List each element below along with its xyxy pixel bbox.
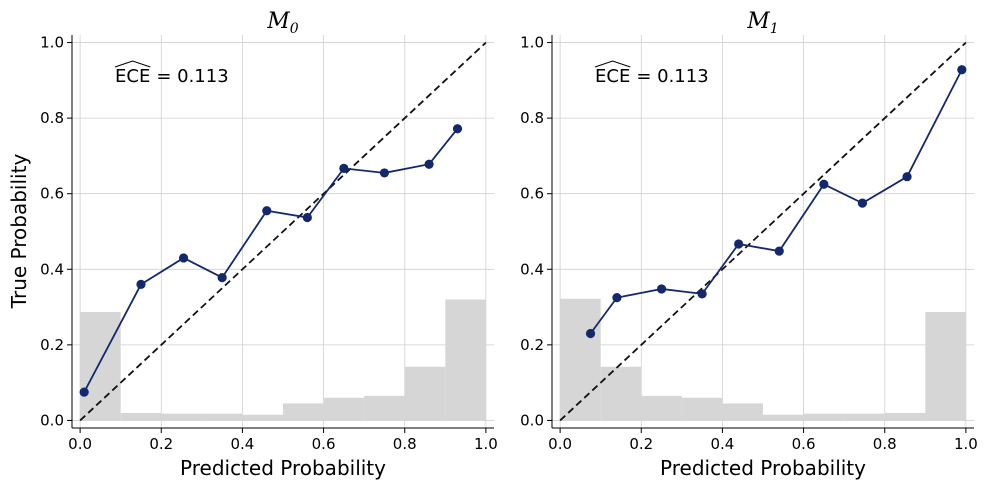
y-tick-label: 0.8 bbox=[40, 109, 64, 127]
histogram-bar bbox=[763, 414, 804, 421]
histogram-bar bbox=[242, 414, 283, 421]
panel-title-subscript: 0 bbox=[290, 21, 299, 37]
y-axis-label: True Probability bbox=[7, 154, 31, 310]
x-tick-label: 0.4 bbox=[710, 435, 734, 453]
y-tick-label: 1.0 bbox=[40, 34, 64, 52]
panel-title: M1 bbox=[746, 9, 778, 37]
y-tick-label: 0.0 bbox=[40, 411, 64, 429]
reliability-point bbox=[136, 279, 146, 290]
reliability-point bbox=[302, 212, 312, 223]
x-tick-label: 0.6 bbox=[792, 435, 816, 453]
panel-title-subscript: 1 bbox=[770, 21, 779, 37]
histogram-bar bbox=[600, 366, 642, 421]
histogram-bar bbox=[681, 397, 723, 421]
y-tick-label: 0.8 bbox=[520, 109, 544, 127]
reliability-point bbox=[262, 206, 272, 216]
reliability-curve bbox=[589, 69, 963, 335]
x-tick-label: 0.6 bbox=[312, 435, 336, 453]
ece-hat bbox=[594, 60, 631, 68]
x-tick-label: 0.4 bbox=[230, 435, 254, 453]
x-axis-label: Predicted Probability bbox=[180, 456, 386, 480]
histogram-bar bbox=[560, 298, 601, 421]
x-tick-label: 1.0 bbox=[474, 435, 498, 453]
histogram-bar bbox=[161, 413, 202, 421]
y-tick-label: 1.0 bbox=[520, 34, 544, 52]
reliability-point bbox=[697, 289, 707, 299]
histogram-bar bbox=[884, 412, 926, 421]
panel-title-main: M bbox=[266, 9, 290, 34]
histogram-bar bbox=[364, 395, 405, 421]
histogram-bar bbox=[120, 412, 162, 421]
ece-value: = 0.113 bbox=[156, 66, 228, 87]
perfect-calibration-line bbox=[559, 41, 967, 422]
panel-1: 0.0 0.2 0.4 0.6 0.8 1.0 0.0 0.2 0.4 0.6 0.8 1.0 Pred… bbox=[520, 9, 978, 480]
x-axis-label: Predicted Probability bbox=[660, 456, 866, 480]
histogram-bar bbox=[641, 395, 682, 421]
x-tick-label: 1.0 bbox=[954, 435, 978, 453]
y-tick-label: 0.6 bbox=[40, 185, 64, 203]
y-tick-label: 0.2 bbox=[520, 336, 544, 354]
x-tick-label: 0.2 bbox=[149, 435, 173, 453]
histogram-bar bbox=[445, 299, 486, 421]
y-tick-label: 0.0 bbox=[520, 411, 544, 429]
histogram-bar bbox=[925, 311, 966, 421]
histogram-bar bbox=[323, 397, 365, 421]
reliability-point bbox=[217, 273, 227, 283]
ece-label: ECE bbox=[115, 66, 150, 87]
histogram-bar bbox=[201, 413, 243, 421]
histogram-bar bbox=[844, 413, 885, 421]
reliability-point bbox=[656, 284, 667, 294]
y-tick-label: 0.4 bbox=[520, 260, 544, 278]
reliability-point bbox=[734, 239, 744, 249]
x-tick-label: 0.2 bbox=[629, 435, 653, 453]
histogram-bar bbox=[404, 366, 446, 421]
y-tick-label: 0.6 bbox=[520, 185, 544, 203]
y-tick-label: 0.2 bbox=[40, 336, 64, 354]
reliability-point bbox=[178, 253, 189, 263]
x-tick-label: 0.8 bbox=[873, 435, 897, 453]
reliability-point bbox=[774, 246, 784, 256]
reliability-point bbox=[585, 328, 596, 339]
panel-title-main: M bbox=[746, 9, 770, 34]
reliability-point bbox=[379, 168, 390, 178]
ece-annotation: ECE = 0.113 bbox=[594, 60, 709, 87]
x-tick-label: 0.0 bbox=[548, 435, 572, 453]
histogram-bar bbox=[722, 403, 763, 421]
reliability-point bbox=[79, 387, 89, 397]
ece-hat bbox=[114, 60, 151, 68]
perfect-calibration-line bbox=[79, 41, 487, 422]
panel-title: M0 bbox=[266, 9, 299, 37]
reliability-point bbox=[957, 65, 967, 75]
ece-value: = 0.113 bbox=[636, 66, 708, 87]
reliability-point bbox=[424, 159, 434, 169]
reliability-point bbox=[819, 179, 829, 189]
reliability-curve bbox=[83, 128, 459, 393]
reliability-point bbox=[857, 198, 868, 208]
reliability-point bbox=[902, 172, 912, 182]
panel-0: 0.0 0.2 0.4 0.6 0.8 1.0 0.0 0.2 0.4 0.6 0.8 1.0 Pred… bbox=[40, 9, 498, 480]
reliability-point bbox=[452, 124, 463, 134]
histogram-bar bbox=[80, 311, 121, 421]
ece-annotation: ECE = 0.113 bbox=[114, 60, 229, 87]
histogram-bar bbox=[283, 403, 324, 421]
reliability-point bbox=[612, 293, 622, 303]
y-tick-label: 0.4 bbox=[40, 260, 64, 278]
ece-label: ECE bbox=[595, 66, 630, 87]
x-tick-label: 0.8 bbox=[393, 435, 417, 453]
x-tick-label: 0.0 bbox=[68, 435, 92, 453]
histogram-bar bbox=[803, 413, 845, 421]
reliability-point bbox=[339, 163, 349, 173]
